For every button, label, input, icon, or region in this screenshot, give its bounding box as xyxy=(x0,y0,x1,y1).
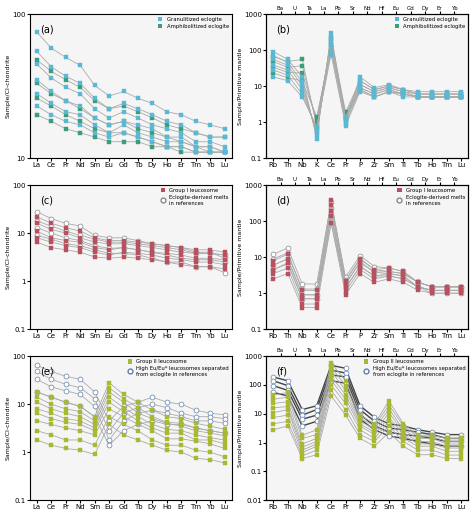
Legend: Group I leucosome, Eclogite-derived melts
in references: Group I leucosome, Eclogite-derived melt… xyxy=(159,186,231,208)
Legend: Group II leucosome, High Eu/Eu* leucosomes separated
from eclogite in references: Group II leucosome, High Eu/Eu* leucosom… xyxy=(126,357,231,379)
Y-axis label: Sample/Primitive mantle: Sample/Primitive mantle xyxy=(237,390,243,467)
Text: (c): (c) xyxy=(40,195,53,205)
Y-axis label: Sample/CI-chondrite: Sample/CI-chondrite xyxy=(6,54,10,118)
Text: (a): (a) xyxy=(40,24,54,34)
Legend: Granulitized eclogite, Amphibolitized eclogite: Granulitized eclogite, Amphibolitized ec… xyxy=(392,15,467,31)
Legend: Granulitized eclogite, Amphibolitized eclogite: Granulitized eclogite, Amphibolitized ec… xyxy=(156,15,231,31)
Legend: Group II leucosome, High Eu/Eu* leucosomes separated
from eclogite in references: Group II leucosome, High Eu/Eu* leucosom… xyxy=(362,357,467,379)
Y-axis label: Sample/Primitive mantle: Sample/Primitive mantle xyxy=(237,218,243,296)
Y-axis label: Sample/Primitive mantle: Sample/Primitive mantle xyxy=(237,47,243,125)
Text: (e): (e) xyxy=(40,366,54,376)
Legend: Group I leucosome, Eclogite-derived melts
in references: Group I leucosome, Eclogite-derived melt… xyxy=(395,186,467,208)
Y-axis label: Sample/CI-chondrite: Sample/CI-chondrite xyxy=(6,396,10,460)
Text: (f): (f) xyxy=(276,366,287,376)
Text: (b): (b) xyxy=(276,24,290,34)
Y-axis label: Sample/CI-chondrite: Sample/CI-chondrite xyxy=(6,225,10,289)
Text: (d): (d) xyxy=(276,195,290,205)
